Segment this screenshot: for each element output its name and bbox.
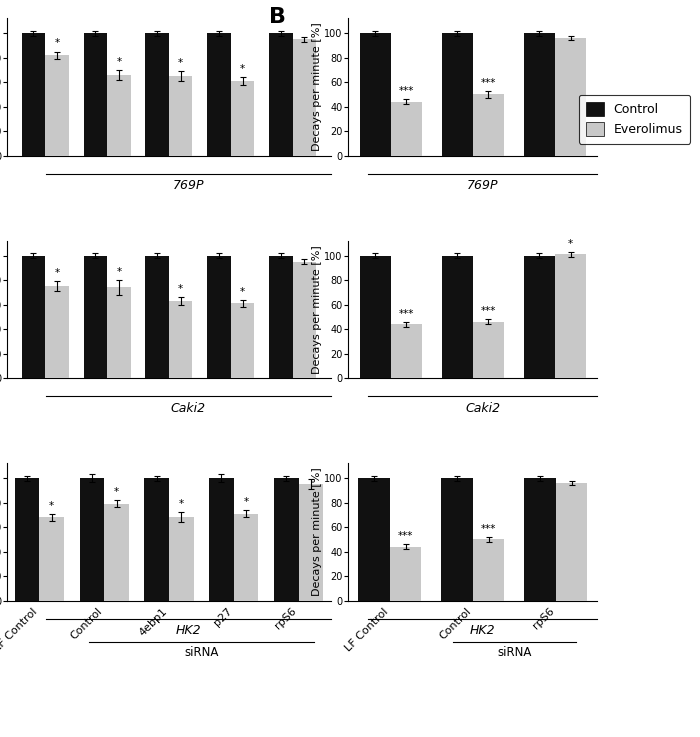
Y-axis label: Decays per minute [%]: Decays per minute [%] [312,23,321,152]
Bar [270,33,293,156]
Bar [270,256,293,378]
Bar [146,33,169,156]
Text: LF Control: LF Control [0,606,39,653]
Text: *: * [240,287,245,297]
Bar [442,33,473,156]
Bar [207,33,231,156]
Text: 769P: 769P [467,179,498,192]
Text: ***: *** [481,77,496,88]
Text: Control: Control [69,606,104,642]
Bar [524,33,555,156]
Bar [209,478,234,601]
Bar [524,478,556,601]
Bar [274,478,299,601]
Bar [104,504,129,601]
Bar [391,324,422,378]
Bar [15,478,39,601]
Bar [83,33,107,156]
Text: rpS6: rpS6 [531,606,556,632]
Text: 4ebp1: 4ebp1 [137,606,169,638]
Bar [22,256,46,378]
Bar [360,256,391,378]
Text: ***: *** [399,86,414,97]
Y-axis label: Decays per minute [%]: Decays per minute [%] [312,245,321,374]
Bar [555,38,586,156]
Text: *: * [178,499,184,509]
Legend: Control, Everolimus: Control, Everolimus [579,94,690,144]
Bar [390,547,421,601]
Bar [442,256,473,378]
Text: siRNA: siRNA [497,646,531,659]
Text: Control: Control [438,606,473,642]
Text: Caki2: Caki2 [171,402,206,414]
Bar [441,478,473,601]
Text: ***: *** [481,524,496,534]
Text: LF Control: LF Control [343,606,390,653]
Text: *: * [49,500,55,511]
Text: *: * [116,267,121,277]
Text: ***: *** [398,531,413,541]
Bar [83,256,107,378]
Text: ***: *** [481,307,496,316]
Bar [293,262,316,378]
Bar [169,517,194,601]
Bar [107,75,131,156]
Bar [556,483,587,601]
Bar [169,301,192,378]
Text: HK2: HK2 [470,624,496,637]
Bar [144,478,169,601]
Bar [46,286,69,378]
Text: p27: p27 [211,606,234,628]
Bar [555,254,586,378]
Bar [231,81,254,156]
Text: *: * [240,64,245,74]
Bar [234,514,258,601]
Bar [358,478,390,601]
Text: *: * [55,268,60,279]
Bar [360,33,391,156]
Text: *: * [114,487,119,497]
Y-axis label: Decays per minute [%]: Decays per minute [%] [312,467,321,596]
Text: ***: *** [399,309,414,318]
Bar [39,517,64,601]
Text: Caki2: Caki2 [466,402,500,414]
Text: *: * [55,38,60,49]
Bar [22,33,46,156]
Text: HK2: HK2 [176,624,201,637]
Bar [46,55,69,156]
Bar [473,322,504,378]
Bar [473,539,505,601]
Bar [146,256,169,378]
Bar [80,478,104,601]
Bar [299,484,323,601]
Bar [524,256,555,378]
Text: *: * [178,58,183,68]
Text: rpS6: rpS6 [273,606,299,632]
Bar [293,39,316,156]
Text: 769P: 769P [173,179,204,192]
Bar [207,256,231,378]
Text: *: * [568,239,573,249]
Text: *: * [244,497,248,507]
Bar [473,94,504,156]
Text: siRNA: siRNA [184,646,218,659]
Text: *: * [178,284,183,294]
Bar [169,76,192,156]
Bar [391,102,422,156]
Bar [231,304,254,378]
Bar [107,287,131,378]
Text: *: * [116,57,121,67]
Text: B: B [269,7,286,27]
